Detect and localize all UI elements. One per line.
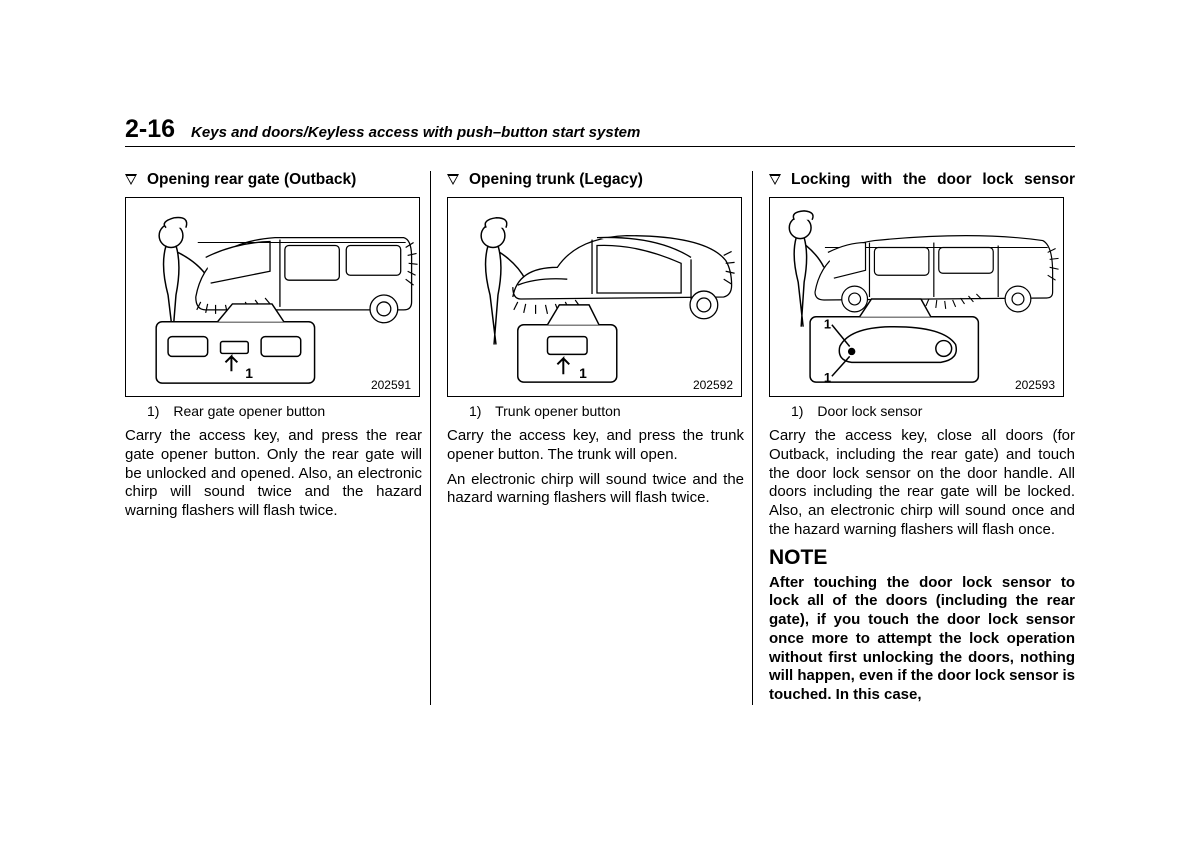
page-header: 2-16 Keys and doors/Keyless access with … bbox=[125, 115, 1075, 147]
svg-text:1: 1 bbox=[824, 317, 831, 332]
body-paragraph: An electronic chirp will sound twice and… bbox=[447, 471, 744, 509]
subheading-trunk: Opening trunk (Legacy) bbox=[447, 171, 744, 189]
triangle-icon bbox=[769, 174, 781, 185]
car-rear-gate-svg: 1 bbox=[126, 198, 419, 396]
car-door-lock-svg: 1 1 bbox=[770, 198, 1063, 396]
column-3: Locking with the door lock sensor bbox=[769, 171, 1075, 705]
callout-number: 1) bbox=[469, 403, 481, 419]
svg-text:1: 1 bbox=[579, 365, 587, 381]
illustration-id: 202593 bbox=[1015, 378, 1055, 392]
callout-list: 1) Door lock sensor bbox=[791, 403, 1075, 419]
callout-number: 1) bbox=[147, 403, 159, 419]
car-trunk-svg: 1 bbox=[448, 198, 741, 396]
column-2: Opening trunk (Legacy) bbox=[447, 171, 753, 705]
illustration-door-lock: 1 1 202593 bbox=[769, 197, 1064, 397]
body-paragraph: Carry the access key, close all doors (f… bbox=[769, 427, 1075, 540]
callout-list: 1) Trunk opener button bbox=[469, 403, 744, 419]
subheading-text: Locking with the door lock sensor bbox=[791, 171, 1075, 189]
column-1: Opening rear gate (Outback) bbox=[125, 171, 431, 705]
illustration-rear-gate: 1 202591 bbox=[125, 197, 420, 397]
callout-number: 1) bbox=[791, 403, 803, 419]
subheading-rear-gate: Opening rear gate (Outback) bbox=[125, 171, 422, 189]
subheading-text: Opening trunk (Legacy) bbox=[469, 171, 744, 189]
triangle-icon bbox=[125, 174, 137, 185]
svg-text:1: 1 bbox=[824, 370, 831, 385]
subheading-door-lock: Locking with the door lock sensor bbox=[769, 171, 1075, 189]
breadcrumb: Keys and doors/Keyless access with push–… bbox=[191, 124, 640, 141]
page-number: 2-16 bbox=[125, 115, 175, 144]
body-paragraph: Carry the access key, and press the trun… bbox=[447, 427, 744, 465]
note-heading: NOTE bbox=[769, 546, 1075, 570]
illustration-id: 202592 bbox=[693, 378, 733, 392]
callout-text: Rear gate opener button bbox=[173, 403, 325, 419]
callout-list: 1) Rear gate opener button bbox=[147, 403, 422, 419]
note-text: After touching the door lock sensor to l… bbox=[769, 574, 1075, 705]
body-paragraph: Carry the access key, and press the rear… bbox=[125, 427, 422, 521]
svg-text:1: 1 bbox=[245, 365, 253, 381]
triangle-icon bbox=[447, 174, 459, 185]
callout-text: Trunk opener button bbox=[495, 403, 621, 419]
manual-page: 2-16 Keys and doors/Keyless access with … bbox=[125, 115, 1075, 705]
illustration-id: 202591 bbox=[371, 378, 411, 392]
callout-text: Door lock sensor bbox=[817, 403, 922, 419]
content-columns: Opening rear gate (Outback) bbox=[125, 171, 1075, 705]
illustration-trunk: 1 202592 bbox=[447, 197, 742, 397]
subheading-text: Opening rear gate (Outback) bbox=[147, 171, 422, 189]
